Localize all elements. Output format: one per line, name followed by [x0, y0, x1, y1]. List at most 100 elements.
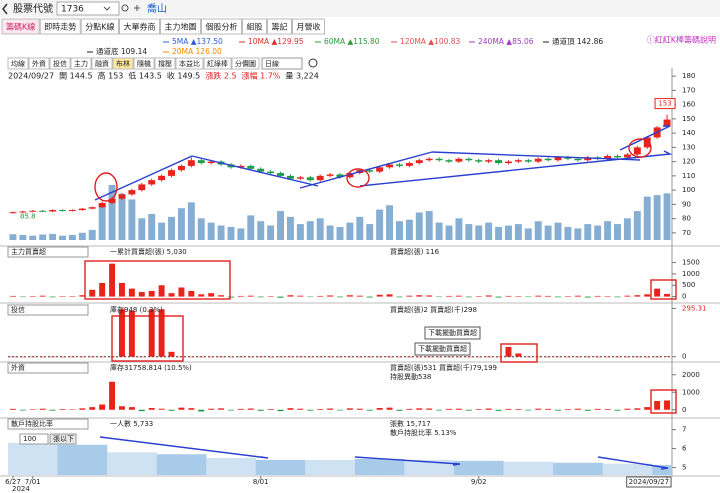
- tab-label[interactable]: 籌碼K線: [6, 22, 35, 32]
- indicator-button[interactable]: [91, 57, 113, 70]
- indicator-button[interactable]: [203, 57, 232, 70]
- candle-body: [138, 184, 146, 191]
- tab[interactable]: [242, 18, 267, 35]
- code-input[interactable]: [56, 1, 120, 16]
- flow-bar: [386, 294, 393, 297]
- period-label[interactable]: 日線: [265, 59, 279, 68]
- ma-legend: 5MA ▲137.50: [172, 37, 223, 46]
- add-icon[interactable]: [134, 5, 140, 11]
- indicator-label[interactable]: 本益比: [179, 59, 200, 68]
- tab-label[interactable]: 主力地圖: [165, 22, 197, 32]
- search-icon[interactable]: [121, 4, 129, 12]
- retail-area: [394, 458, 405, 475]
- tab-label[interactable]: 即時走勢: [44, 22, 76, 32]
- indicator-button[interactable]: [28, 57, 50, 70]
- flow-bar: [356, 295, 363, 297]
- flow-bar: [148, 408, 155, 410]
- candle-body: [9, 212, 17, 214]
- indicator-label[interactable]: 隨機: [137, 59, 151, 68]
- panel-select-label[interactable]: 主力買賣超: [11, 247, 46, 256]
- flow-bar: [495, 409, 502, 411]
- stock-name: 喬山: [147, 2, 167, 15]
- tab[interactable]: [80, 18, 119, 35]
- panel-select-label[interactable]: 散戶持股比率: [11, 419, 53, 428]
- panel-select-label[interactable]: 投信: [11, 305, 25, 314]
- indicator-button[interactable]: [70, 57, 92, 70]
- tab-label[interactable]: 分點K線: [85, 22, 114, 32]
- retail-area: [513, 461, 524, 475]
- flow-bar: [376, 356, 383, 358]
- flow-bar: [485, 295, 492, 297]
- retail-area: [37, 442, 48, 475]
- panel-select[interactable]: [7, 418, 89, 430]
- retail-area: [186, 454, 197, 475]
- indicator-label[interactable]: 投信: [53, 59, 67, 68]
- flow-bar: [564, 409, 571, 410]
- volume-bar: [158, 222, 166, 240]
- indicator-button[interactable]: [175, 57, 204, 70]
- volume-bar: [187, 202, 195, 240]
- tab-label[interactable]: 籌記: [272, 22, 288, 32]
- indicator-button[interactable]: [133, 57, 155, 70]
- indicator-button[interactable]: [154, 57, 176, 70]
- volume-bar: [78, 232, 86, 240]
- flow-bar: [406, 356, 413, 358]
- indicator-label[interactable]: 布林: [116, 59, 130, 68]
- help-link[interactable]: ⓘ紅紅K棒籌碼說明: [647, 35, 716, 45]
- tab[interactable]: [160, 18, 201, 35]
- tab[interactable]: [119, 18, 160, 35]
- indicator-button[interactable]: [49, 57, 71, 70]
- candle-body: [445, 160, 453, 162]
- y-tick-label: 180: [682, 72, 695, 80]
- retail-area: [77, 444, 88, 475]
- tab-label[interactable]: 個股分析: [206, 22, 238, 32]
- panel-select[interactable]: [49, 433, 77, 445]
- indicator-button[interactable]: [112, 57, 134, 70]
- x-tick-label: 8/01: [253, 478, 269, 486]
- panel-select-label[interactable]: 100: [23, 435, 36, 443]
- flow-bar: [19, 356, 26, 358]
- indicator-button[interactable]: [7, 57, 29, 70]
- tab[interactable]: [267, 18, 292, 35]
- indicator-label[interactable]: 均線: [11, 59, 25, 68]
- tab[interactable]: [201, 18, 242, 35]
- candle-body: [326, 174, 334, 176]
- tab[interactable]: [39, 18, 81, 35]
- tab[interactable]: [1, 18, 40, 35]
- panel-select[interactable]: [7, 246, 89, 258]
- flow-bar: [69, 296, 76, 297]
- flow-bar: [237, 408, 244, 410]
- indicator-button[interactable]: [231, 57, 260, 70]
- panel-select[interactable]: [7, 304, 89, 316]
- flow-bar: [644, 294, 651, 297]
- tab-label[interactable]: 月營收: [297, 22, 321, 32]
- flow-bar: [465, 409, 472, 411]
- indicator-label[interactable]: 分價圖: [235, 59, 256, 68]
- indicator-label[interactable]: 撐壓: [158, 59, 172, 68]
- flow-bar: [455, 356, 462, 358]
- highlight-circle: [346, 168, 370, 188]
- retail-area: [97, 444, 108, 475]
- panel-select-label[interactable]: 外資: [11, 363, 25, 372]
- settings-icon[interactable]: [308, 58, 318, 68]
- flow-bar: [644, 407, 651, 410]
- volume-bar: [604, 221, 612, 240]
- flow-bar: [9, 408, 16, 410]
- indicator-label[interactable]: 紅綠棒: [207, 59, 228, 68]
- dropdown-icon[interactable]: [103, 6, 111, 11]
- indicator-label[interactable]: 主力: [74, 59, 88, 68]
- tab-label[interactable]: 大單券商: [124, 22, 156, 32]
- back-button[interactable]: [2, 3, 8, 15]
- period-select[interactable]: [261, 57, 303, 70]
- tab-label[interactable]: 組股: [247, 22, 263, 32]
- flow-bar: [644, 356, 651, 358]
- panel-select[interactable]: [7, 362, 89, 374]
- indicator-label[interactable]: 外資: [32, 59, 46, 68]
- tab[interactable]: [292, 18, 325, 35]
- indicator-label[interactable]: 融資: [95, 59, 109, 68]
- panel-select[interactable]: [19, 433, 49, 445]
- highlight-box: [84, 260, 231, 300]
- panel-select-label[interactable]: 張以下: [53, 435, 74, 443]
- y-tick-label: 70: [682, 229, 691, 237]
